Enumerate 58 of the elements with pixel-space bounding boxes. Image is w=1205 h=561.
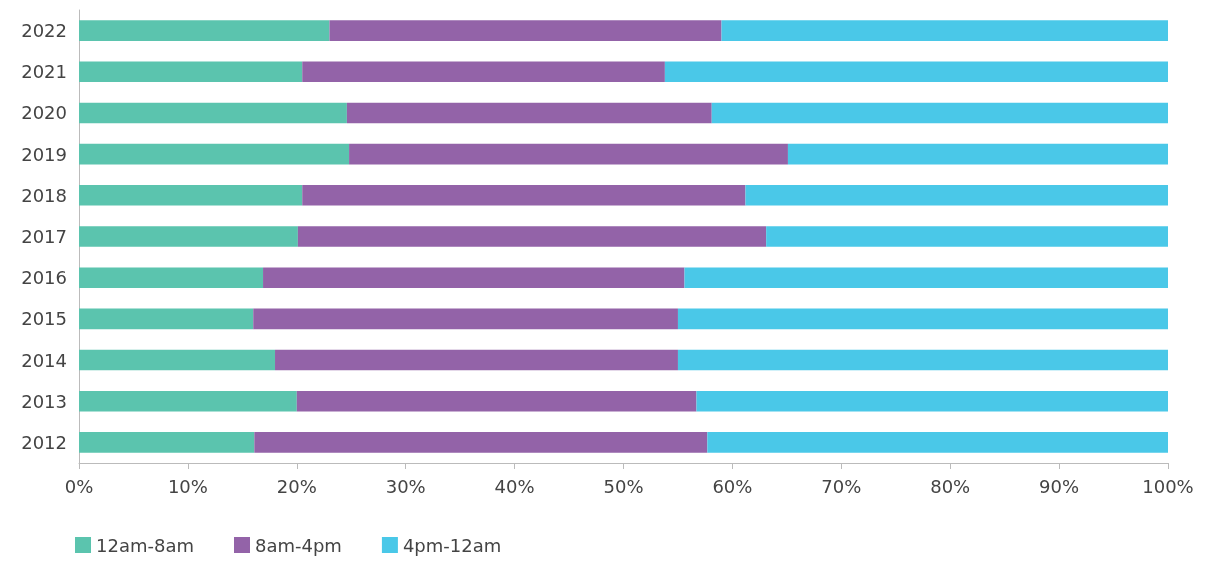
y-tick-label: 2015 — [21, 308, 67, 330]
bar — [79, 143, 350, 165]
bar — [79, 349, 276, 371]
bar — [677, 308, 1168, 330]
bar — [79, 390, 297, 412]
x-tick-label: 0% — [64, 475, 94, 497]
x-tick-label: 70% — [821, 475, 862, 497]
bar — [346, 102, 712, 124]
bar — [349, 143, 788, 165]
bar — [79, 226, 298, 247]
bar — [696, 390, 1168, 412]
bar — [787, 143, 1168, 165]
bar — [745, 185, 1168, 206]
bar — [664, 61, 1168, 83]
x-tick-label: 90% — [1039, 475, 1080, 497]
x-tick-label: 20% — [276, 475, 317, 497]
y-tick-label: 2020 — [21, 102, 67, 124]
bar — [302, 185, 746, 206]
bar — [677, 349, 1168, 371]
bar — [329, 20, 722, 41]
x-tick-label: 80% — [930, 475, 971, 497]
bar — [297, 226, 767, 247]
legend-label: 4pm-12am — [402, 534, 502, 556]
x-tick-label: 100% — [1142, 475, 1194, 497]
legend-label: 12am-8am — [96, 534, 194, 556]
bar — [79, 102, 347, 124]
bar — [711, 102, 1168, 124]
bar — [79, 185, 303, 206]
y-tick-label: 2022 — [21, 20, 67, 42]
bar — [296, 390, 697, 412]
bar — [684, 267, 1168, 288]
bar — [79, 432, 255, 453]
bar — [275, 349, 678, 371]
bar — [721, 20, 1168, 41]
bar — [79, 61, 303, 83]
x-tick-label: 40% — [494, 475, 535, 497]
x-tick-label: 30% — [385, 475, 426, 497]
y-tick-label: 2012 — [21, 431, 67, 453]
bar — [766, 226, 1168, 247]
x-tick-label: 60% — [712, 475, 753, 497]
y-tick-label: 2017 — [21, 226, 67, 247]
bar — [79, 267, 264, 288]
y-tick-label: 2021 — [21, 61, 67, 83]
y-tick-label: 2016 — [21, 267, 67, 289]
y-tick-label: 2019 — [21, 143, 67, 165]
y-tick-label: 2014 — [21, 349, 67, 371]
bar — [253, 308, 678, 330]
legend-label: 8am-4pm — [254, 534, 342, 556]
bar — [79, 20, 330, 41]
bar — [254, 432, 708, 453]
bar — [302, 61, 665, 83]
y-tick-label: 2018 — [21, 184, 67, 206]
x-tick-label: 50% — [603, 475, 644, 497]
bar — [79, 308, 254, 330]
y-tick-label: 2013 — [21, 390, 67, 412]
bar — [707, 432, 1168, 453]
x-tick-label: 10% — [167, 475, 208, 497]
bar — [263, 267, 685, 288]
